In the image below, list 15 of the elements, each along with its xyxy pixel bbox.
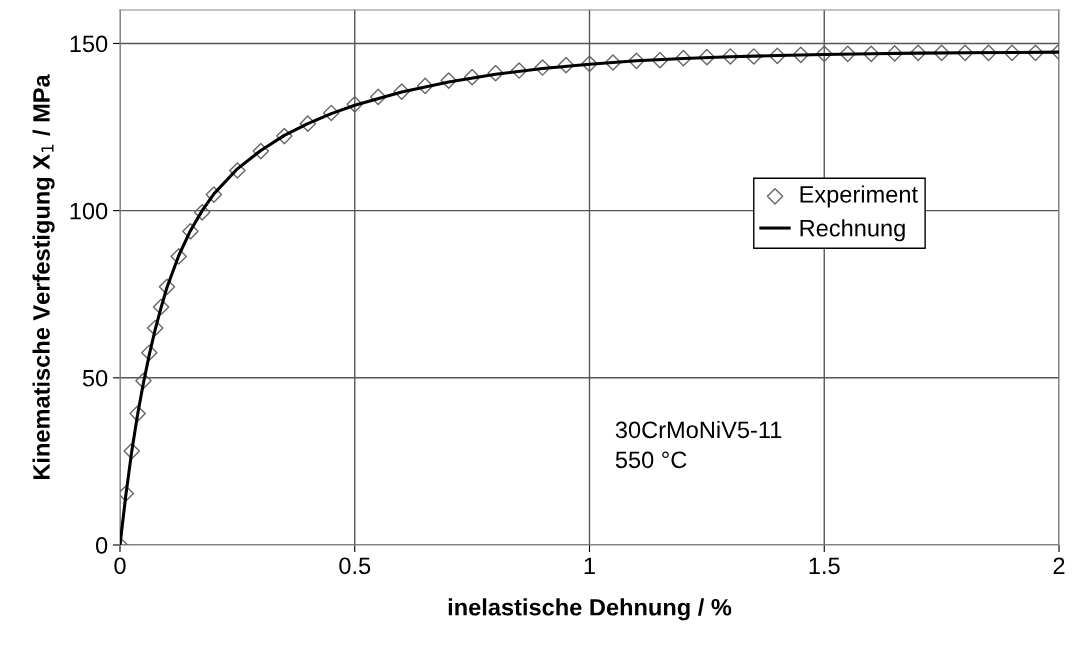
annotation: 30CrMoNiV5-11 [615, 420, 782, 439]
y-axis-title: Kinematische Verfestigung X$_{1}$ / MPa [32, 74, 55, 480]
y-tick-label: 100 [70, 202, 108, 220]
y-tick-label: 50 [82, 369, 108, 387]
x-tick-label: 1.5 [809, 557, 840, 575]
legend-label: Rechnung [800, 219, 905, 242]
x-tick-label: 0 [114, 557, 126, 575]
x-tick-label: 2 [1053, 557, 1065, 574]
x-tick-label: 0.5 [339, 557, 371, 575]
y-tick-label: 150 [70, 35, 108, 53]
y-tick-label: 0 [95, 537, 108, 554]
x-tick-label: 1 [584, 557, 595, 574]
annotation: 550 °C [615, 451, 687, 469]
x-axis-title: inelastische Dehnung / % [448, 598, 732, 621]
legend-label: Experiment [800, 185, 918, 208]
